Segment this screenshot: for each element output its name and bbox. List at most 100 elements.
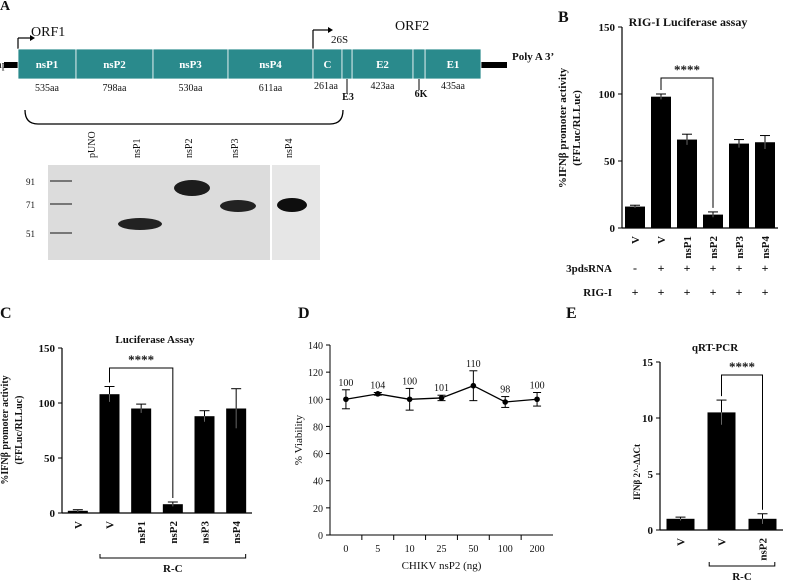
western-blot: pUNO nsP1 nsP2 nsP3 nsP4 91 71 51 xyxy=(26,131,320,260)
genome-segment-e3 xyxy=(341,48,353,80)
y-tick-label: 0 xyxy=(610,223,616,235)
significance-label: **** xyxy=(128,352,154,367)
genome-map: A cap ORF1 26S ORF2 Poly A 3’ nsP1 535aa n… xyxy=(0,0,554,125)
y-tick-label: 50 xyxy=(44,453,56,465)
x-tick-label: V xyxy=(717,538,729,546)
group-label: R-C xyxy=(163,563,183,575)
y-tick-label: 80 xyxy=(313,422,323,433)
y-axis-label: %IFNβ promoter activity xyxy=(0,375,11,484)
ladder-bands xyxy=(50,180,72,234)
orf1-arrowhead xyxy=(30,35,35,41)
y-axis-label: (FFLuc/RLLuc) xyxy=(14,396,25,465)
y-tick-label: 15 xyxy=(642,357,654,369)
x-tick-label: 25 xyxy=(437,544,447,555)
significance-bracket xyxy=(109,367,174,498)
y-tick-label: 0 xyxy=(50,508,56,520)
group-label: R-C xyxy=(732,571,752,581)
genome-segment-6k xyxy=(412,48,426,80)
y-tick-label: 140 xyxy=(308,341,323,352)
band-nsp2 xyxy=(174,180,210,196)
condition-mark: + xyxy=(658,285,665,299)
band-nsp3 xyxy=(220,200,256,212)
y-tick-label: 100 xyxy=(599,89,616,101)
orf2-label: ORF2 xyxy=(395,19,429,34)
significance-label: **** xyxy=(674,62,700,77)
chart-title: qRT-PCR xyxy=(692,342,739,354)
bar xyxy=(194,416,215,513)
bar xyxy=(162,504,183,513)
group-bracket xyxy=(708,562,776,567)
y-tick-label: 10 xyxy=(642,413,654,425)
segment-name: nsP3 xyxy=(179,59,202,71)
blot-lane-label: pUNO xyxy=(87,131,98,158)
group-bracket xyxy=(99,554,247,559)
point-label: 104 xyxy=(370,381,385,392)
bar xyxy=(99,394,120,513)
segment-name: C xyxy=(324,59,332,71)
y-axis-label: (FFLuc/RLLuc) xyxy=(571,90,583,166)
y-tick-label: 100 xyxy=(39,398,56,410)
x-tick-label: 100 xyxy=(498,544,513,555)
y-tick-label: 50 xyxy=(604,156,616,168)
segment-name: nsP1 xyxy=(36,59,59,71)
blot-marker-label: 51 xyxy=(26,229,35,239)
bar xyxy=(755,142,775,228)
data-point xyxy=(438,395,445,401)
chart-panel-b: B RIG-I Luciferase assay 0 50 100 150 %IFNβ pr… xyxy=(557,9,778,299)
x-tick-label: nsP2 xyxy=(708,236,720,259)
chart-panel-c: C Luciferase Assay 0 50 100 150 %IFNβ promoter… xyxy=(0,305,252,575)
y-tick-label: 150 xyxy=(599,22,616,34)
segment-name: nsP4 xyxy=(259,59,282,71)
genome-segment xyxy=(17,48,77,80)
panel-label: C xyxy=(0,305,12,322)
significance-bracket xyxy=(660,77,714,208)
condition-mark: + xyxy=(658,261,665,275)
data-point xyxy=(374,391,381,397)
condition-mark: + xyxy=(710,261,717,275)
blot-membrane-right xyxy=(272,165,320,260)
polya-label: Poly A 3’ xyxy=(512,51,554,63)
y-tick-label: 150 xyxy=(39,343,56,355)
genome-segment xyxy=(424,48,482,80)
condition-row-label: 3pdsRNA xyxy=(566,263,612,275)
segment-size: 435aa xyxy=(441,81,465,92)
x-tick-label: nsP2 xyxy=(758,538,770,561)
bar xyxy=(729,143,749,228)
segment-name: E1 xyxy=(447,59,460,71)
x-tick-label: V xyxy=(73,521,85,529)
subgenomic-label: 26S xyxy=(331,34,348,46)
bar xyxy=(226,408,247,513)
data-point xyxy=(534,396,540,403)
blot-lane-label: nsP1 xyxy=(132,139,143,158)
cap-label: cap xyxy=(0,59,8,71)
blot-lane-label: nsP4 xyxy=(284,139,295,158)
blot-membrane-left xyxy=(48,165,270,260)
segment-size: 423aa xyxy=(371,81,395,92)
point-label: 100 xyxy=(402,376,417,387)
e3-label: E3 xyxy=(342,92,354,103)
x-tick-label: V xyxy=(105,521,117,529)
sg-arrowhead xyxy=(328,27,333,33)
x-tick-label: 0 xyxy=(343,544,348,555)
bar xyxy=(625,206,645,228)
y-tick-label: 20 xyxy=(313,504,323,515)
point-label: 100 xyxy=(530,381,545,392)
data-point xyxy=(343,396,349,403)
x-tick-label: V xyxy=(676,538,688,546)
y-tick-label: 100 xyxy=(308,395,323,406)
five-utr-line xyxy=(4,62,18,68)
condition-mark: + xyxy=(710,285,717,299)
significance-bracket xyxy=(721,374,763,510)
bar xyxy=(748,518,777,530)
orf1-label: ORF1 xyxy=(31,25,65,40)
x-tick-label: nsP1 xyxy=(682,236,694,259)
y-axis-label: %IFNβ promoter activity xyxy=(557,67,569,188)
condition-mark: + xyxy=(632,285,639,299)
x-tick-label: nsP1 xyxy=(136,521,148,544)
segment-size: 535aa xyxy=(35,83,59,94)
band-nsp4 xyxy=(277,198,307,212)
x-tick-label: nsP2 xyxy=(168,521,180,544)
sixk-label: 6K xyxy=(415,89,428,100)
segment-name: nsP2 xyxy=(103,59,126,71)
